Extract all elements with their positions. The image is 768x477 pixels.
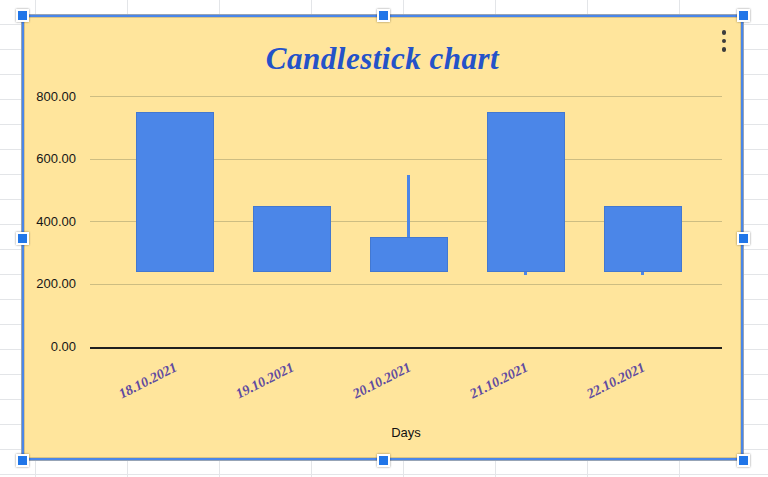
x-axis-category-label: 19.10.2021 (203, 344, 326, 417)
x-axis-baseline (90, 347, 722, 349)
x-axis-category-label: 22.10.2021 (554, 344, 677, 417)
y-axis-tick-label: 400.00 (26, 214, 76, 230)
x-axis-title: Days (90, 425, 722, 440)
resize-handle-top-center[interactable] (377, 9, 390, 22)
y-axis-tick-label: 200.00 (26, 276, 76, 292)
candle-body[interactable] (604, 206, 682, 272)
x-axis-category-label: 21.10.2021 (437, 344, 560, 417)
candle-upper-wick (407, 175, 410, 238)
resize-handle-top-right[interactable] (737, 9, 750, 22)
y-axis-tick-label: 0.00 (26, 339, 76, 355)
plot-area: 800.00 600.00 400.00 200.00 0.00 18.10.202119… (24, 17, 741, 458)
x-axis-category-label: 20.10.2021 (320, 344, 443, 417)
candle-lower-wick (641, 272, 644, 275)
candle-body[interactable] (487, 112, 565, 272)
gridline (90, 96, 722, 97)
y-axis-tick-label: 800.00 (26, 89, 76, 105)
resize-handle-middle-left[interactable] (16, 232, 29, 245)
resize-handle-top-left[interactable] (16, 9, 29, 22)
candle-body[interactable] (253, 206, 331, 272)
candle-body[interactable] (370, 237, 448, 271)
candle-body[interactable] (136, 112, 214, 272)
resize-handle-bottom-left[interactable] (16, 454, 29, 467)
x-axis-category-label: 18.10.2021 (86, 344, 209, 417)
resize-handle-middle-right[interactable] (737, 232, 750, 245)
candle-lower-wick (524, 272, 527, 275)
y-axis-tick-label: 600.00 (26, 151, 76, 167)
gridline (90, 284, 722, 285)
resize-handle-bottom-right[interactable] (737, 454, 750, 467)
resize-handle-bottom-center[interactable] (377, 454, 390, 467)
candlestick-chart[interactable]: Candlestick chart 800.00600.00400.00200.… (22, 15, 743, 460)
spreadsheet-background: { "chart": { "title": "Candlestick chart… (0, 0, 768, 477)
